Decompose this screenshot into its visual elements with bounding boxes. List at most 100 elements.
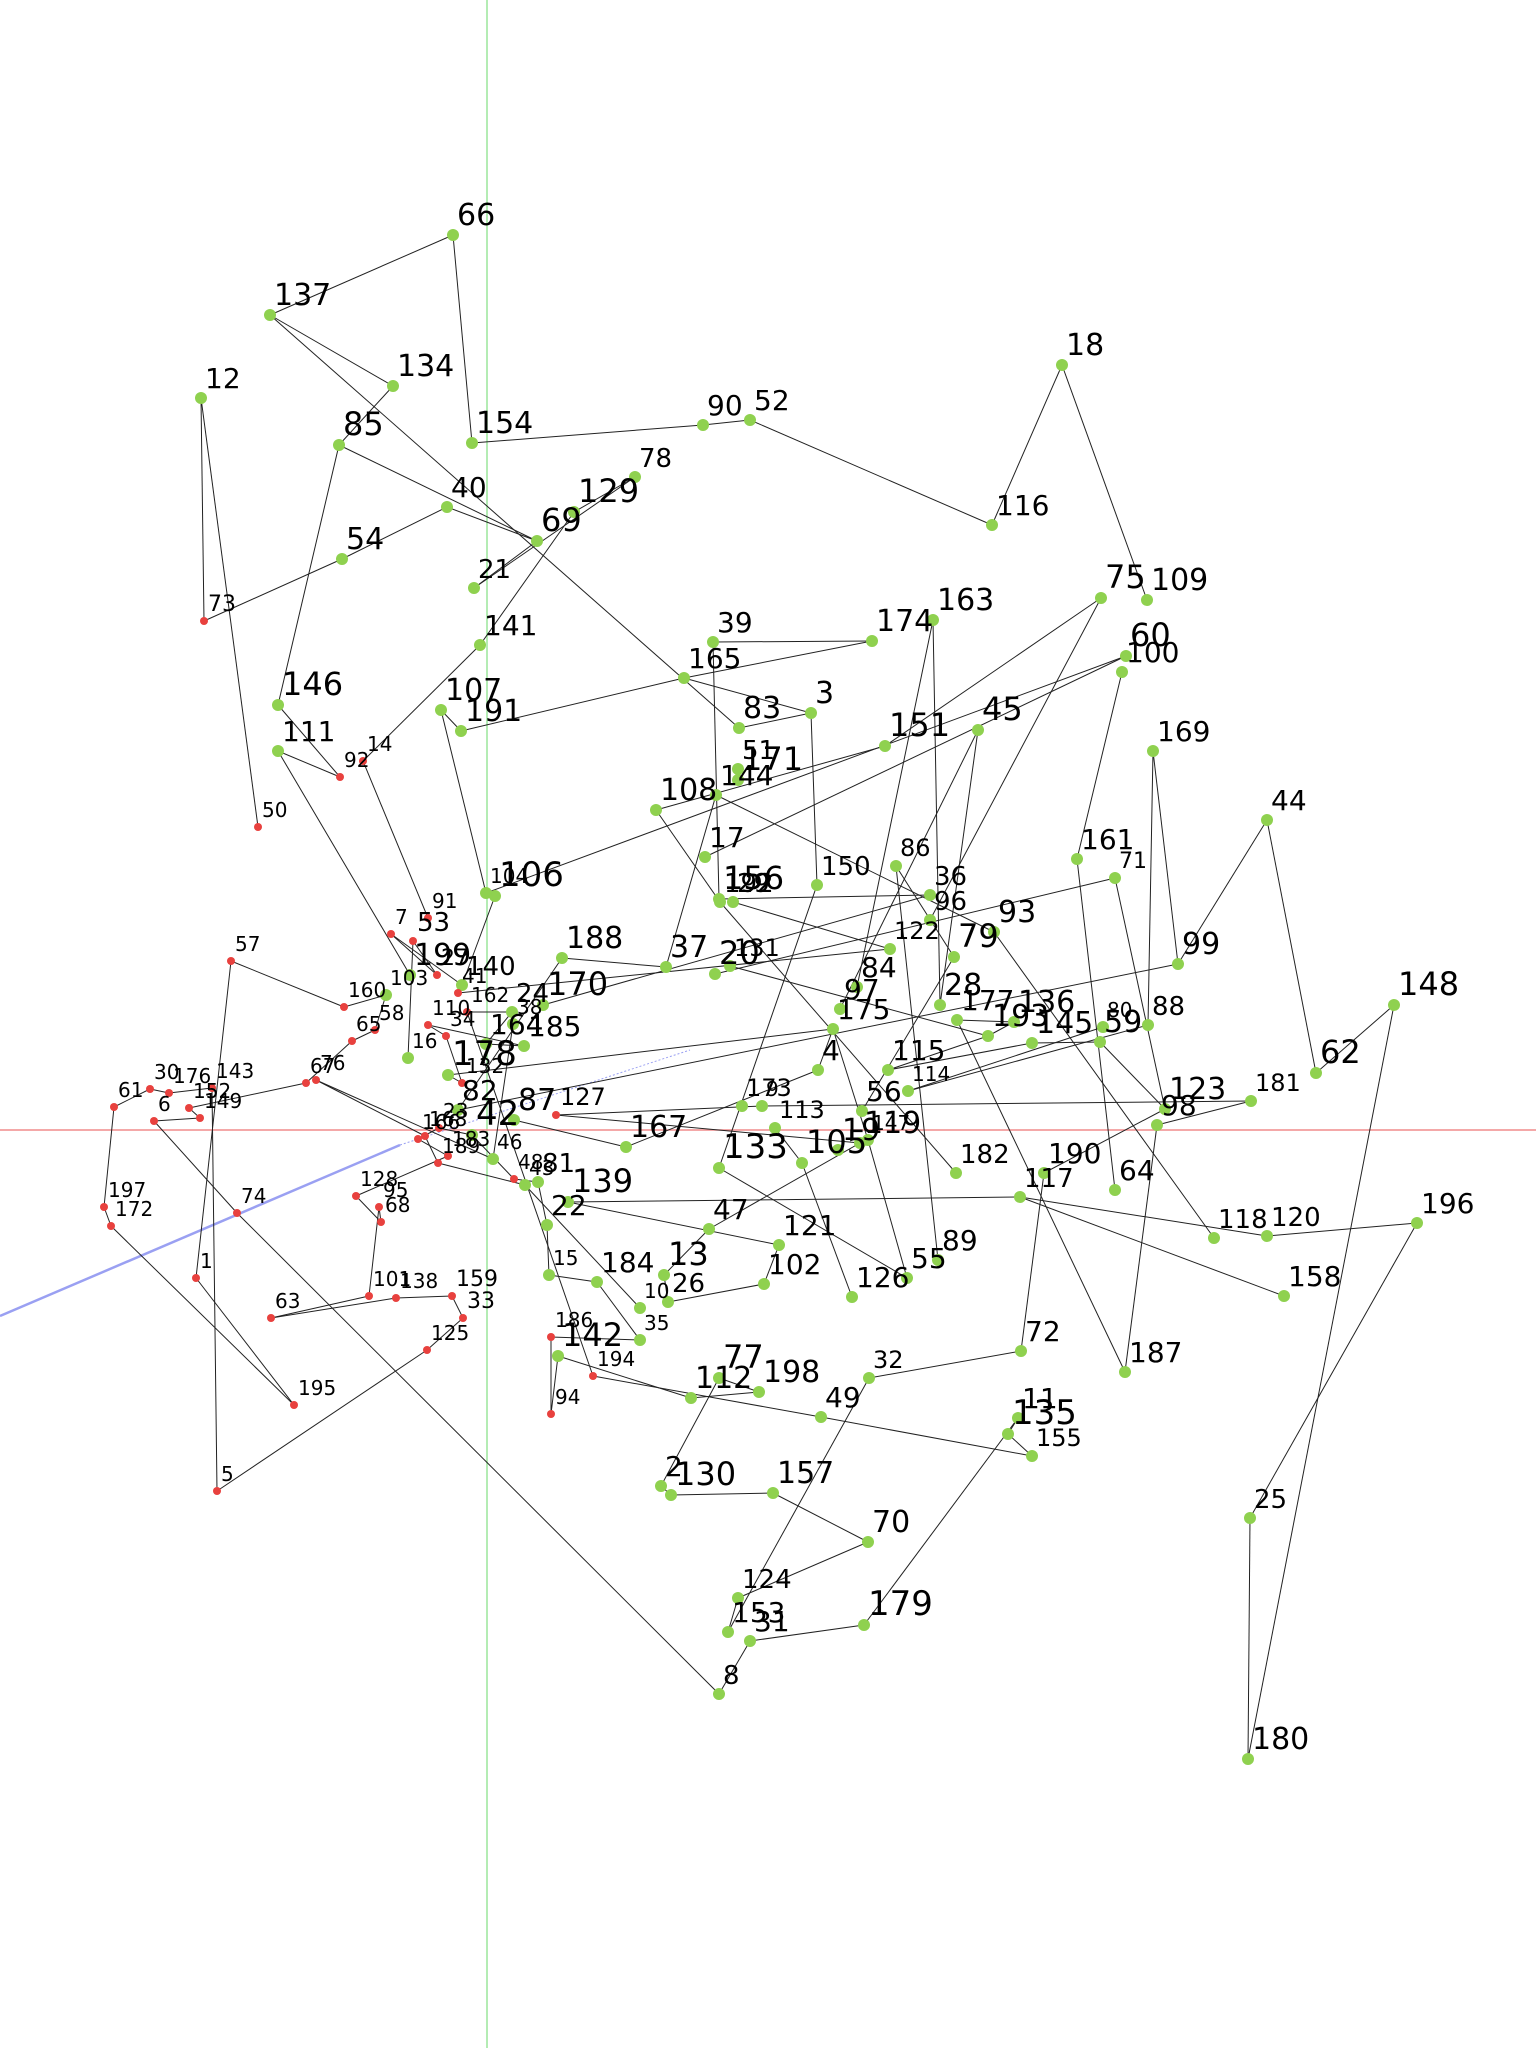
node-53[interactable]: [409, 937, 417, 945]
node-168[interactable]: [421, 1132, 429, 1140]
node-49[interactable]: [815, 1411, 827, 1423]
node-81[interactable]: [532, 1176, 544, 1188]
node-111[interactable]: [272, 745, 284, 757]
node-68[interactable]: [377, 1218, 385, 1226]
node-89[interactable]: [932, 1254, 944, 1266]
node-12[interactable]: [195, 392, 207, 404]
node-83[interactable]: [733, 722, 745, 734]
node-8[interactable]: [713, 1688, 725, 1700]
node-54[interactable]: [336, 553, 348, 565]
node-172[interactable]: [107, 1222, 115, 1230]
node-33[interactable]: [459, 1314, 467, 1322]
node-35[interactable]: [634, 1334, 646, 1346]
node-38[interactable]: [507, 1018, 519, 1030]
node-130[interactable]: [665, 1489, 677, 1501]
node-57[interactable]: [227, 957, 235, 965]
node-17[interactable]: [699, 851, 711, 863]
node-193[interactable]: [982, 1030, 994, 1042]
node-50[interactable]: [254, 823, 262, 831]
node-76[interactable]: [312, 1076, 320, 1084]
node-98[interactable]: [1151, 1119, 1163, 1131]
node-87[interactable]: [508, 1114, 520, 1126]
node-129[interactable]: [568, 506, 580, 518]
node-67[interactable]: [302, 1079, 310, 1087]
node-105[interactable]: [796, 1157, 808, 1169]
node-148[interactable]: [1388, 999, 1400, 1011]
node-103[interactable]: [380, 989, 392, 1001]
node-176[interactable]: [165, 1089, 173, 1097]
node-145[interactable]: [1026, 1037, 1038, 1049]
node-100[interactable]: [1116, 666, 1128, 678]
node-169[interactable]: [1147, 745, 1159, 757]
node-196[interactable]: [1411, 1217, 1423, 1229]
node-115[interactable]: [882, 1064, 894, 1076]
node-69[interactable]: [531, 535, 543, 547]
node-195[interactable]: [290, 1401, 298, 1409]
node-71[interactable]: [1109, 872, 1121, 884]
node-197[interactable]: [100, 1203, 108, 1211]
node-91[interactable]: [424, 914, 432, 922]
node-120[interactable]: [1261, 1230, 1273, 1242]
node-66[interactable]: [447, 229, 459, 241]
node-179[interactable]: [858, 1619, 870, 1631]
node-155[interactable]: [1026, 1450, 1038, 1462]
node-167[interactable]: [620, 1141, 632, 1153]
node-174[interactable]: [866, 635, 878, 647]
node-95[interactable]: [375, 1203, 383, 1211]
node-136[interactable]: [1008, 1016, 1020, 1028]
node-60[interactable]: [1120, 650, 1132, 662]
node-34[interactable]: [442, 1032, 450, 1040]
node-25[interactable]: [1244, 1512, 1256, 1524]
node-110[interactable]: [424, 1021, 432, 1029]
node-48[interactable]: [510, 1175, 518, 1183]
node-151[interactable]: [879, 740, 891, 752]
node-126[interactable]: [846, 1291, 858, 1303]
node-131[interactable]: [724, 960, 736, 972]
node-166[interactable]: [414, 1135, 422, 1143]
node-94[interactable]: [547, 1410, 555, 1418]
node-127[interactable]: [552, 1111, 560, 1119]
node-40[interactable]: [441, 501, 453, 513]
node-141[interactable]: [474, 639, 486, 651]
node-182[interactable]: [950, 1167, 962, 1179]
node-188[interactable]: [556, 952, 568, 964]
node-137[interactable]: [264, 309, 276, 321]
node-122[interactable]: [884, 943, 896, 955]
node-19[interactable]: [832, 1144, 844, 1156]
node-46[interactable]: [487, 1153, 499, 1165]
node-16[interactable]: [402, 1052, 414, 1064]
node-62[interactable]: [1310, 1067, 1322, 1079]
node-192[interactable]: [714, 896, 726, 908]
node-178[interactable]: [442, 1069, 454, 1081]
node-42[interactable]: [466, 1129, 478, 1141]
node-138[interactable]: [392, 1294, 400, 1302]
node-47[interactable]: [703, 1223, 715, 1235]
node-80[interactable]: [1097, 1021, 1109, 1033]
node-37[interactable]: [660, 961, 672, 973]
node-85[interactable]: [333, 439, 345, 451]
node-39[interactable]: [707, 636, 719, 648]
node-152[interactable]: [185, 1104, 193, 1112]
node-150[interactable]: [811, 879, 823, 891]
node-29[interactable]: [727, 896, 739, 908]
node-77[interactable]: [713, 1372, 725, 1384]
node-162[interactable]: [463, 1008, 471, 1016]
node-140[interactable]: [456, 979, 468, 991]
node-116[interactable]: [986, 519, 998, 531]
node-26[interactable]: [662, 1296, 674, 1308]
node-184[interactable]: [591, 1276, 603, 1288]
node-9[interactable]: [756, 1100, 768, 1112]
node-186[interactable]: [547, 1333, 555, 1341]
node-183[interactable]: [444, 1152, 452, 1160]
node-88[interactable]: [1142, 1019, 1154, 1031]
node-72[interactable]: [1015, 1345, 1027, 1357]
node-1[interactable]: [192, 1274, 200, 1282]
node-142[interactable]: [552, 1350, 564, 1362]
node-101[interactable]: [365, 1292, 373, 1300]
node-181[interactable]: [1245, 1095, 1257, 1107]
node-123[interactable]: [1159, 1103, 1171, 1115]
node-28[interactable]: [934, 999, 946, 1011]
node-56[interactable]: [856, 1105, 868, 1117]
node-102[interactable]: [758, 1278, 770, 1290]
node-191[interactable]: [455, 725, 467, 737]
